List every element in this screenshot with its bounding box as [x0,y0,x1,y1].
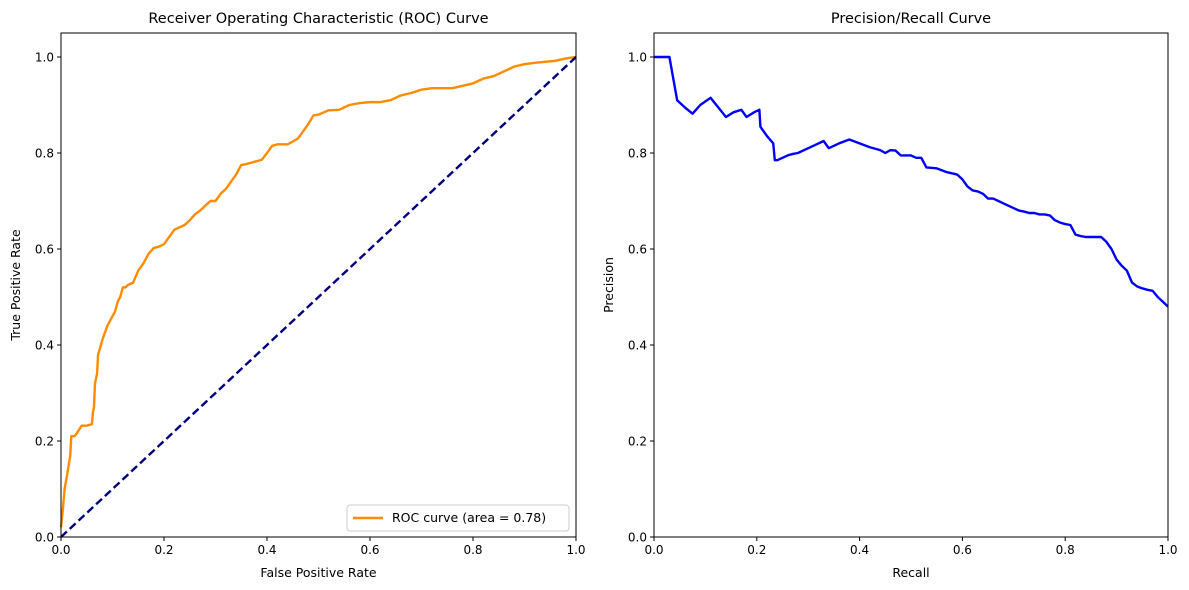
roc-x-tick-label: 0.6 [360,543,379,557]
roc-legend-label: ROC curve (area = 0.78) [392,510,546,525]
roc-chart-title: Receiver Operating Characteristic (ROC) … [148,11,488,27]
pr-x-tick-label: 1.0 [1158,543,1177,557]
roc-x-tick-label: 0.0 [51,543,70,557]
roc-x-tick-label: 0.8 [463,543,482,557]
pr-y-ticks: 0.0 0.2 0.4 0.6 0.8 1.0 [628,51,654,545]
pr-x-tick-label: 0.8 [1056,543,1075,557]
roc-axes-frame [60,32,577,538]
roc-y-tick-label: 0.8 [35,147,54,161]
roc-y-tick-label: 1.0 [35,51,54,65]
pr-x-axis-label: Recall [892,565,929,580]
roc-x-tick-label: 0.2 [154,543,173,557]
pr-series-line-0 [654,55,1169,308]
roc-series-line-0 [59,55,577,528]
precision-recall-chart: Precision/Recall Curve 0.0 0.2 0.4 0.6 0.8 1.… [601,11,1178,580]
roc-x-axis-label: False Positive Rate [260,565,376,580]
roc-chart: Receiver Operating Characteristic (ROC) … [8,11,586,580]
pr-plot-area [654,55,1169,308]
roc-x-tick-label: 1.0 [566,543,585,557]
roc-diagonal-reference-line [60,56,577,538]
pr-y-tick-label: 0.2 [628,435,647,449]
pr-x-tick-label: 0.2 [747,543,766,557]
roc-y-tick-label: 0.4 [35,339,54,353]
pr-y-tick-label: 0.6 [628,243,647,257]
roc-legend: ROC curve (area = 0.78) [346,504,570,532]
roc-y-tick-label: 0.6 [35,243,54,257]
pr-x-tick-label: 0.0 [644,543,663,557]
pr-y-axis-label: Precision [601,257,616,313]
roc-x-tick-label: 0.4 [257,543,276,557]
roc-plot-area [59,55,577,538]
roc-y-ticks: 0.0 0.2 0.4 0.6 0.8 1.0 [35,51,61,545]
pr-x-tick-label: 0.6 [953,543,972,557]
pr-axes-frame [653,32,1169,538]
pr-y-tick-label: 1.0 [628,51,647,65]
roc-legend-box [346,504,570,532]
pr-y-tick-label: 0.8 [628,147,647,161]
roc-y-tick-label: 0.2 [35,435,54,449]
pr-chart-title: Precision/Recall Curve [831,11,991,27]
roc-x-ticks: 0.0 0.2 0.4 0.6 0.8 1.0 [51,537,586,557]
roc-y-axis-label: True Positive Rate [8,229,23,342]
roc-y-tick-label: 0.0 [35,531,54,545]
pr-y-tick-label: 0.0 [628,531,647,545]
pr-x-tick-label: 0.4 [850,543,869,557]
pr-x-ticks: 0.0 0.2 0.4 0.6 0.8 1.0 [644,537,1178,557]
pr-y-tick-label: 0.4 [628,339,647,353]
